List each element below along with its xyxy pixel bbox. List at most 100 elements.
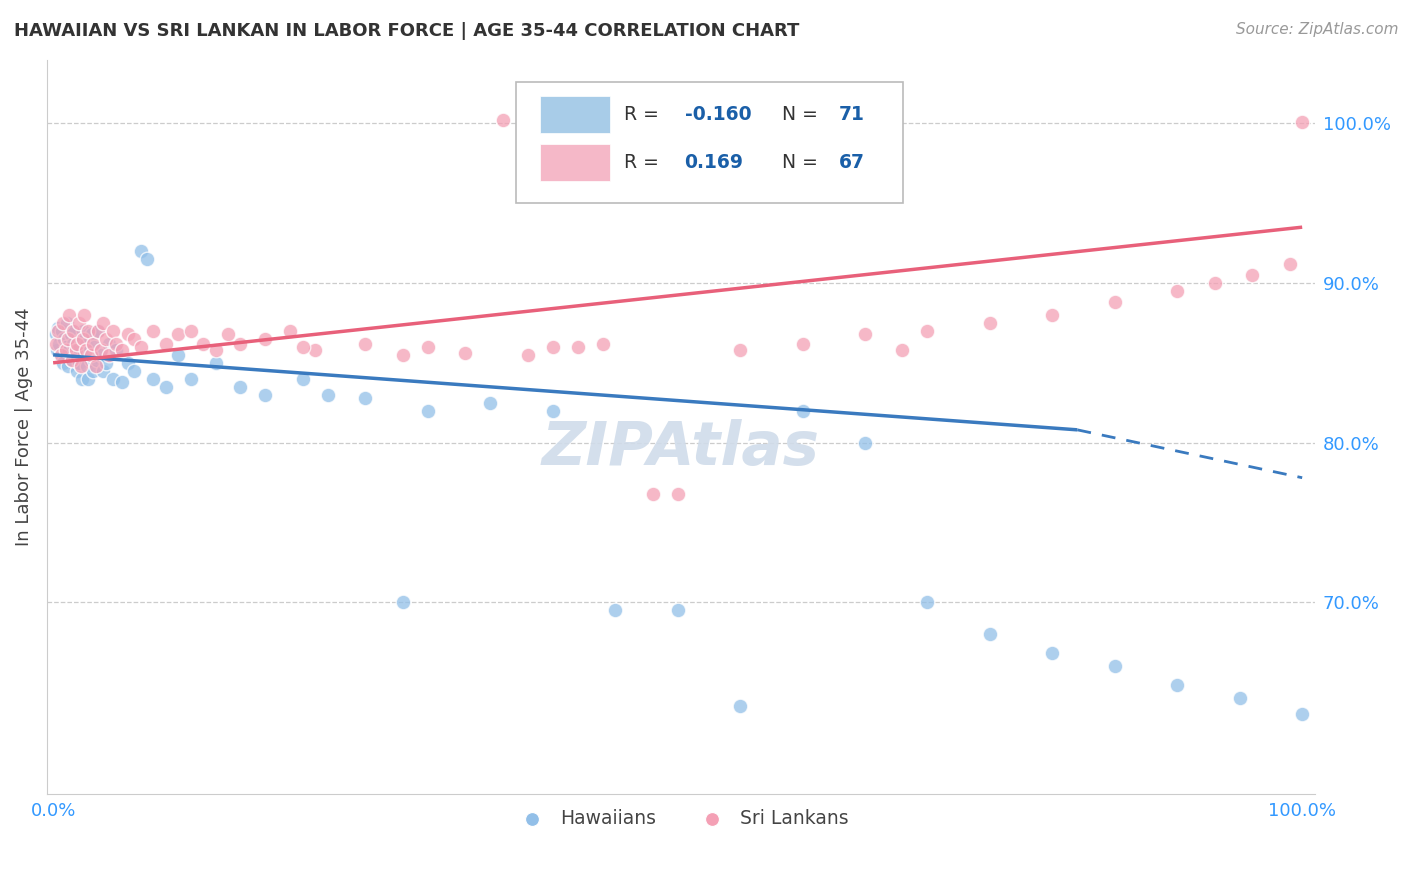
Point xyxy=(62,324,84,338)
Point xyxy=(117,356,139,370)
Text: Source: ZipAtlas.com: Source: ZipAtlas.com xyxy=(1236,22,1399,37)
Point xyxy=(454,346,477,360)
Point xyxy=(104,336,127,351)
Point xyxy=(155,380,177,394)
Point xyxy=(82,364,104,378)
Point xyxy=(45,343,67,357)
Point xyxy=(479,395,502,409)
Point xyxy=(516,348,538,362)
Legend: Hawaiians, Sri Lankans: Hawaiians, Sri Lankans xyxy=(505,802,856,836)
Point xyxy=(48,336,70,351)
Point xyxy=(728,343,751,357)
Point xyxy=(67,356,90,370)
Point xyxy=(180,372,202,386)
Point xyxy=(98,348,121,362)
Point xyxy=(91,364,114,378)
Point xyxy=(1040,646,1063,660)
Point xyxy=(917,324,939,338)
Point xyxy=(254,388,277,402)
Point xyxy=(129,340,152,354)
Point xyxy=(853,435,876,450)
Point xyxy=(1204,276,1226,290)
Point xyxy=(62,336,84,351)
Text: 0.169: 0.169 xyxy=(685,153,744,172)
Point xyxy=(180,324,202,338)
Point xyxy=(90,348,112,362)
Point xyxy=(73,348,96,362)
Point xyxy=(124,332,146,346)
Point xyxy=(58,343,80,357)
Point xyxy=(304,343,326,357)
Point xyxy=(291,372,314,386)
Point xyxy=(80,327,103,342)
Point xyxy=(87,324,110,338)
Point xyxy=(84,359,107,373)
Point xyxy=(72,332,94,346)
Point xyxy=(94,332,117,346)
Point xyxy=(46,320,69,334)
Text: R =: R = xyxy=(624,153,665,172)
Point xyxy=(75,336,97,351)
Point xyxy=(79,348,101,362)
Point xyxy=(45,327,67,342)
Point xyxy=(666,486,689,500)
Point xyxy=(65,348,87,362)
Point xyxy=(254,332,277,346)
Point xyxy=(129,244,152,259)
Point xyxy=(46,324,69,338)
Text: R =: R = xyxy=(624,105,665,124)
Point xyxy=(63,324,86,338)
Point xyxy=(55,343,77,357)
Point xyxy=(1040,308,1063,322)
Point xyxy=(73,308,96,322)
Point xyxy=(51,324,73,338)
Text: HAWAIIAN VS SRI LANKAN IN LABOR FORCE | AGE 35-44 CORRELATION CHART: HAWAIIAN VS SRI LANKAN IN LABOR FORCE | … xyxy=(14,22,800,40)
Point xyxy=(111,343,134,357)
Point xyxy=(142,372,165,386)
Point xyxy=(117,327,139,342)
Point xyxy=(111,375,134,389)
Point xyxy=(79,352,101,367)
Point xyxy=(1166,284,1188,298)
Point xyxy=(1166,678,1188,692)
Point xyxy=(1104,659,1126,673)
Point xyxy=(72,324,94,338)
Point xyxy=(728,698,751,713)
Point xyxy=(541,340,564,354)
Point xyxy=(217,327,239,342)
Point xyxy=(492,113,515,128)
Point xyxy=(77,372,100,386)
Point xyxy=(60,352,83,367)
Point xyxy=(354,336,377,351)
Point xyxy=(83,340,105,354)
Y-axis label: In Labor Force | Age 35-44: In Labor Force | Age 35-44 xyxy=(15,308,32,546)
Point xyxy=(59,327,82,342)
Point xyxy=(77,324,100,338)
Point xyxy=(392,348,415,362)
Point xyxy=(69,359,91,373)
Point xyxy=(891,343,914,357)
Point xyxy=(354,391,377,405)
Point xyxy=(91,316,114,330)
Point xyxy=(1229,690,1251,705)
Point xyxy=(191,336,214,351)
Text: N =: N = xyxy=(769,105,824,124)
Point xyxy=(90,343,112,357)
Point xyxy=(87,324,110,338)
Point xyxy=(280,324,302,338)
Point xyxy=(86,352,108,367)
Point xyxy=(917,595,939,609)
Point xyxy=(82,336,104,351)
Point xyxy=(45,336,67,351)
Point xyxy=(75,343,97,357)
Text: ZIPAtlas: ZIPAtlas xyxy=(541,419,820,478)
Point xyxy=(204,356,226,370)
Point xyxy=(155,336,177,351)
Point xyxy=(666,603,689,617)
Point xyxy=(1104,295,1126,310)
Point xyxy=(58,308,80,322)
Point xyxy=(124,364,146,378)
Point xyxy=(1241,268,1264,282)
Text: 71: 71 xyxy=(839,105,865,124)
Point xyxy=(56,359,79,373)
